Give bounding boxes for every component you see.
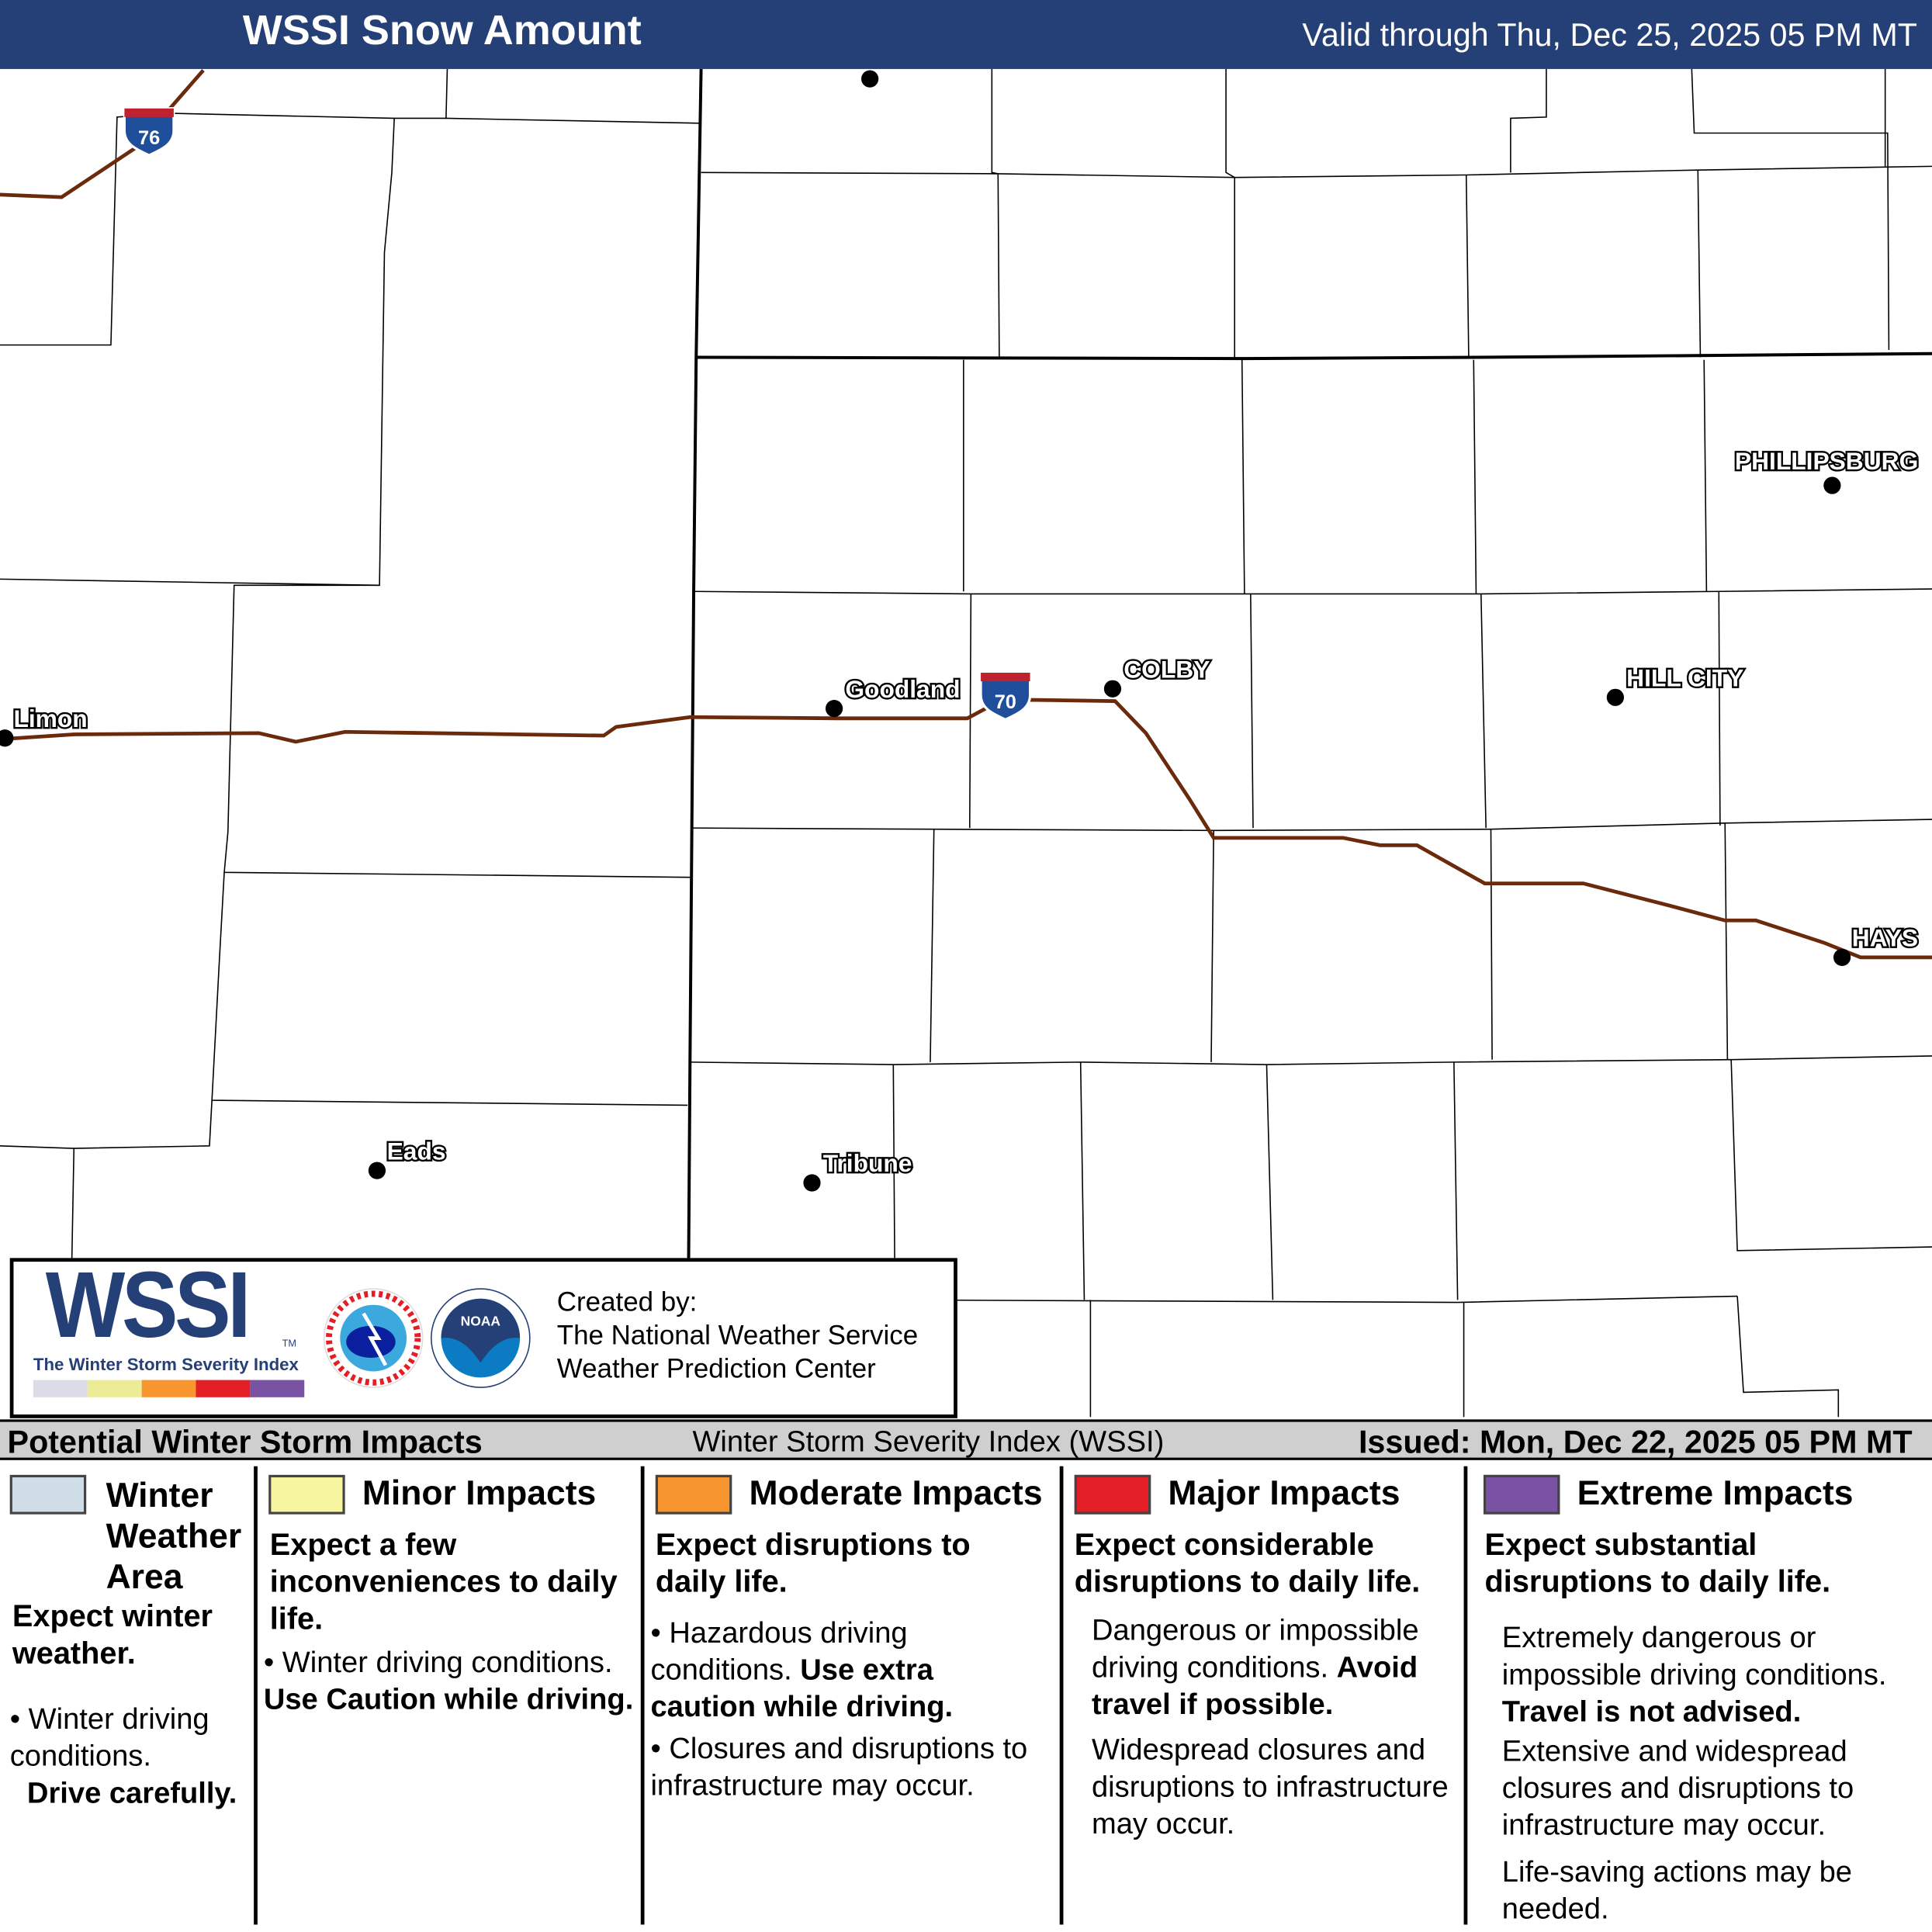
noaa-text: NOAA bbox=[461, 1314, 501, 1329]
interstate-76-shield-icon: 76 bbox=[123, 107, 175, 157]
city-label-hays: HAYS bbox=[1852, 924, 1918, 952]
interstate-70-shield-icon: 70 bbox=[979, 671, 1032, 722]
city-label-tribune: Tribune bbox=[823, 1149, 912, 1177]
city-dot-hays bbox=[1833, 948, 1851, 966]
legend-title: Extreme Impacts bbox=[1577, 1473, 1854, 1512]
divider bbox=[254, 1466, 258, 1925]
city-label-hill-city: HILL CITY bbox=[1626, 664, 1743, 692]
city-label-limon: Limon bbox=[13, 705, 87, 732]
created-by-label: Created by: bbox=[556, 1286, 698, 1317]
wssi-logo: WSSI bbox=[45, 1253, 251, 1358]
legend-summary: Expect disruptions to daily life. bbox=[655, 1528, 971, 1600]
header: WSSI Snow Amount Valid through Thu, Dec … bbox=[0, 0, 1932, 69]
legend-winter-weather-area: Winter Weather Area Expect winter weathe… bbox=[0, 1460, 254, 1932]
legend-summary: Expect winter weather. bbox=[12, 1599, 213, 1671]
legend-text: Dangerous or impossible driving conditio… bbox=[1091, 1614, 1419, 1722]
trademark: TM bbox=[282, 1338, 297, 1349]
state-boundaries bbox=[686, 68, 1932, 1418]
legend-summary: Expect a few inconveniences to daily lif… bbox=[269, 1528, 618, 1636]
noaa-logo-icon: NOAA bbox=[431, 1288, 531, 1388]
legend-title: Major Impacts bbox=[1168, 1473, 1401, 1512]
city-dot-tribune bbox=[803, 1174, 821, 1192]
wssi-subtitle: The Winter Storm Severity Index bbox=[33, 1354, 299, 1374]
legend-text: Life-saving actions may be needed. bbox=[1501, 1855, 1853, 1927]
city-dot-goodland bbox=[825, 699, 843, 718]
swatch bbox=[9, 1474, 87, 1515]
index-name: Winter Storm Severity Index (WSSI) bbox=[692, 1425, 1165, 1459]
divider bbox=[1059, 1466, 1064, 1925]
i70-label: 70 bbox=[995, 691, 1016, 713]
legend-extreme-impacts: Extreme Impacts Expect substantial disru… bbox=[1469, 1460, 1932, 1932]
city-label-colby: COLBY bbox=[1124, 655, 1210, 683]
city-dot-phillipsburg bbox=[1823, 476, 1841, 494]
city-dot-limon bbox=[0, 729, 14, 747]
city-label-phillipsburg: PHILLIPSBURG bbox=[1735, 447, 1918, 475]
swatch bbox=[1074, 1474, 1151, 1515]
swatch bbox=[1483, 1474, 1560, 1515]
legend-text: Widespread closures and disruptions to i… bbox=[1091, 1733, 1449, 1841]
city-label-eads: Eads bbox=[387, 1137, 446, 1165]
map[interactable]: 76 70 Limon Goodland COLBY HILL CITY PHI… bbox=[0, 68, 1932, 1419]
creator-wpc: Weather Prediction Center bbox=[556, 1352, 876, 1384]
logo-box: WSSI TM The Winter Storm Severity Index … bbox=[9, 1253, 957, 1418]
i76-label: 76 bbox=[138, 127, 160, 149]
legend-text: Extremely dangerous or impossible drivin… bbox=[1501, 1621, 1887, 1729]
legend-summary: Expect substantial disruptions to daily … bbox=[1484, 1528, 1831, 1600]
city-label-goodland: Goodland bbox=[845, 675, 960, 703]
legend-bullet: • Winter driving conditions. Drive carefu… bbox=[9, 1702, 237, 1810]
issued-time: Issued: Mon, Dec 22, 2025 05 PM MT bbox=[1358, 1423, 1913, 1460]
legend-summary: Expect considerable disruptions to daily… bbox=[1074, 1528, 1421, 1600]
valid-time: Valid through Thu, Dec 25, 2025 05 PM MT bbox=[1302, 16, 1917, 54]
county-boundaries bbox=[0, 68, 1932, 1418]
legend-major-impacts: Major Impacts Expect considerable disrup… bbox=[1065, 1460, 1464, 1932]
i70-route bbox=[0, 698, 1932, 960]
map-title: WSSI Snow Amount bbox=[242, 7, 642, 54]
legend-bar: Potential Winter Storm Impacts Winter St… bbox=[0, 1419, 1932, 1460]
legend-text: Extensive and widespread closures and di… bbox=[1501, 1734, 1854, 1843]
divider bbox=[640, 1466, 645, 1925]
nws-logo-icon bbox=[323, 1288, 424, 1388]
swatch bbox=[655, 1474, 732, 1515]
legend-title: Winter Weather Area bbox=[106, 1476, 242, 1596]
creator-nws: The National Weather Service bbox=[556, 1319, 919, 1351]
city-dot-eads bbox=[368, 1162, 386, 1179]
legend-title: Minor Impacts bbox=[362, 1473, 597, 1512]
divider bbox=[1463, 1466, 1468, 1925]
city-dot-unlabeled bbox=[861, 70, 879, 88]
legend-bullet: • Closures and disruptions to infrastruc… bbox=[650, 1732, 1028, 1803]
city-dot-hill-city bbox=[1606, 688, 1624, 706]
wssi-color-bar bbox=[33, 1380, 305, 1397]
legend-heading: Potential Winter Storm Impacts bbox=[7, 1423, 483, 1460]
city-markers bbox=[0, 70, 1851, 1192]
legend-bullet: • Winter driving conditions. Use Caution… bbox=[263, 1646, 634, 1717]
legend-title: Moderate Impacts bbox=[749, 1473, 1043, 1512]
legend-minor-impacts: Minor Impacts Expect a few inconvenience… bbox=[258, 1460, 640, 1932]
city-dot-colby bbox=[1103, 680, 1122, 698]
swatch bbox=[268, 1474, 345, 1515]
highways bbox=[0, 68, 1932, 960]
legend-moderate-impacts: Moderate Impacts Expect disruptions to d… bbox=[646, 1460, 1060, 1932]
created-by: Created by: The National Weather Service… bbox=[557, 1285, 918, 1385]
legend-bullet: • Hazardous driving conditions. Use extr… bbox=[650, 1616, 954, 1724]
